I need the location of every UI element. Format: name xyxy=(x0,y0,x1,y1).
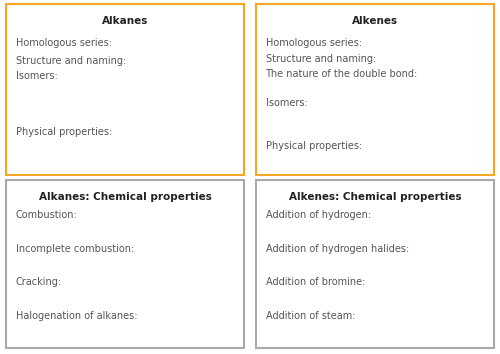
Text: Physical properties:: Physical properties: xyxy=(16,127,112,137)
Text: Structure and naming:: Structure and naming: xyxy=(16,56,126,65)
Text: Structure and naming:: Structure and naming: xyxy=(266,54,376,64)
Text: Cracking:: Cracking: xyxy=(16,277,62,287)
FancyBboxPatch shape xyxy=(6,4,244,175)
Text: Isomers:: Isomers: xyxy=(16,71,58,81)
Text: Alkanes: Alkanes xyxy=(102,16,148,26)
Text: The nature of the double bond:: The nature of the double bond: xyxy=(266,69,418,79)
Text: Alkanes: Chemical properties: Alkanes: Chemical properties xyxy=(38,192,212,202)
Text: Physical properties:: Physical properties: xyxy=(266,141,362,151)
Text: Addition of hydrogen:: Addition of hydrogen: xyxy=(266,210,370,220)
FancyBboxPatch shape xyxy=(6,180,244,348)
Text: Incomplete combustion:: Incomplete combustion: xyxy=(16,244,134,254)
Text: Addition of bromine:: Addition of bromine: xyxy=(266,277,365,287)
Text: Alkenes: Alkenes xyxy=(352,16,398,26)
Text: Addition of steam:: Addition of steam: xyxy=(266,311,355,321)
FancyBboxPatch shape xyxy=(256,180,494,348)
Text: Combustion:: Combustion: xyxy=(16,210,78,220)
Text: Halogenation of alkanes:: Halogenation of alkanes: xyxy=(16,311,137,321)
FancyBboxPatch shape xyxy=(256,4,494,175)
Text: Addition of hydrogen halides:: Addition of hydrogen halides: xyxy=(266,244,409,254)
Text: Homologous series:: Homologous series: xyxy=(266,39,362,48)
Text: Alkenes: Chemical properties: Alkenes: Chemical properties xyxy=(288,192,462,202)
Text: Homologous series:: Homologous series: xyxy=(16,39,112,48)
Text: Isomers:: Isomers: xyxy=(266,98,308,108)
